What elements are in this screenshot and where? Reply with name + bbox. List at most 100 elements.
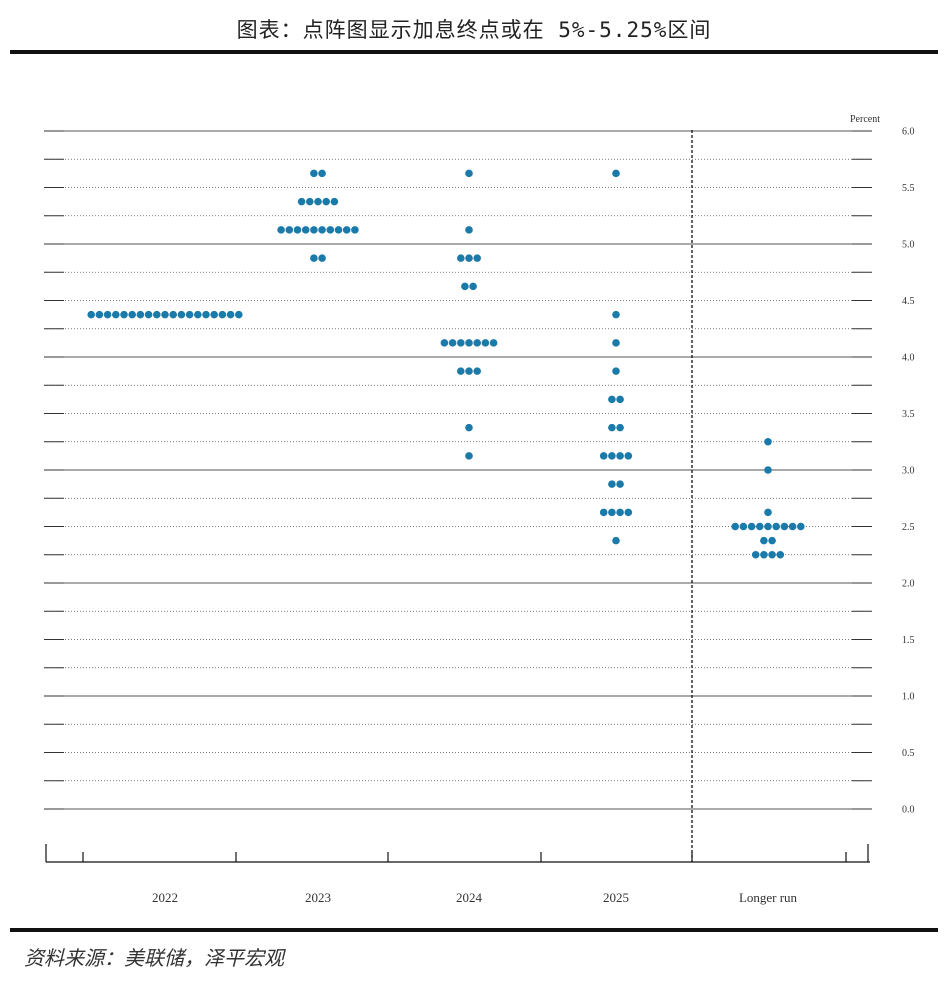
dot [310,226,318,234]
dot [473,367,482,375]
dot [112,310,120,319]
dot [731,522,739,531]
dot [457,367,465,375]
dot [764,466,772,474]
source-note: 资料来源：美联储，泽平宏观 [24,946,284,970]
dot [285,226,294,234]
dot [608,423,616,432]
dot [465,423,473,432]
dot [330,197,339,206]
dot [473,254,482,262]
dot [235,310,243,319]
y-tick-label: 4.5 [902,296,915,307]
dot [277,226,285,234]
dot [465,254,473,262]
dot [756,522,764,531]
dot [608,395,616,404]
dot [457,339,465,347]
dots [87,169,805,559]
x-category-label: 2023 [305,890,331,905]
gridlines [44,130,872,810]
dot [489,339,498,347]
dot [342,226,351,234]
dot [760,550,768,559]
dot [465,367,473,375]
dot [103,310,112,319]
y-tick-label: 6.0 [902,127,915,138]
dot [481,339,490,347]
dot [624,452,633,460]
dot [608,480,616,488]
dot [788,522,797,531]
dot [764,508,772,517]
y-tick-label: 5.5 [902,183,915,194]
dot [322,197,331,206]
dot [210,310,218,319]
dot [310,169,318,178]
bottom-rule [10,928,938,932]
dot [616,395,624,404]
dot [612,310,620,319]
x-category-label: 2024 [456,890,483,905]
dot [440,339,449,347]
dot [616,480,624,488]
dot [161,310,169,319]
dot [120,310,128,319]
dot [469,282,477,291]
dot [185,310,194,319]
y-tick-label: 5.0 [902,240,915,251]
dot [144,310,153,319]
dot [169,310,177,319]
dot [306,197,314,206]
dot [226,310,235,319]
dot [457,254,465,262]
dot [465,226,473,234]
dot [612,169,620,178]
dot [764,522,772,531]
dot [612,367,620,375]
dot [768,536,776,545]
dot [87,310,95,319]
dot [351,226,359,234]
dot [764,437,772,446]
dot [616,452,624,460]
x-category-label: 2022 [152,890,178,905]
dot [202,310,210,319]
dot [624,508,633,517]
dot [747,522,756,531]
y-tick-label: 3.5 [902,409,915,420]
y-tick-label: 2.5 [902,522,915,533]
dot [136,310,145,319]
dot [465,339,473,347]
x-category-label: Longer run [739,890,798,905]
dot [616,508,624,517]
dot [608,452,616,460]
y-tick-label: 0.5 [902,748,915,759]
dot [465,452,473,460]
dot [177,310,186,319]
dot [772,522,780,531]
dot [461,282,469,291]
y-axis-unit: Percent [850,114,880,125]
y-tick-label: 1.5 [902,635,915,646]
y-tick-label: 4.0 [902,353,915,364]
dot [153,310,161,319]
dot [612,339,620,347]
dot [751,550,760,559]
dot [128,310,136,319]
top-rule [10,50,938,54]
y-tick-label: 0.0 [902,805,915,816]
dot-plot-chart: 0.0 0.5 1.0 1.5 2.0 2.5 3.0 3.5 4.0 4.5 5.0 5.5 6.0 P… [44,114,915,905]
dot [780,522,789,531]
dot [760,536,768,545]
dot [95,310,104,319]
dot [599,452,608,460]
dot [318,254,326,262]
dot [318,169,326,178]
y-tick-label: 3.0 [902,466,915,477]
dot [739,522,748,531]
labels: 0.0 0.5 1.0 1.5 2.0 2.5 3.0 3.5 4.0 4.5 5.0 5.5 6.0 P… [152,114,915,905]
dot [599,508,608,517]
dot [616,423,624,432]
dot [310,254,318,262]
